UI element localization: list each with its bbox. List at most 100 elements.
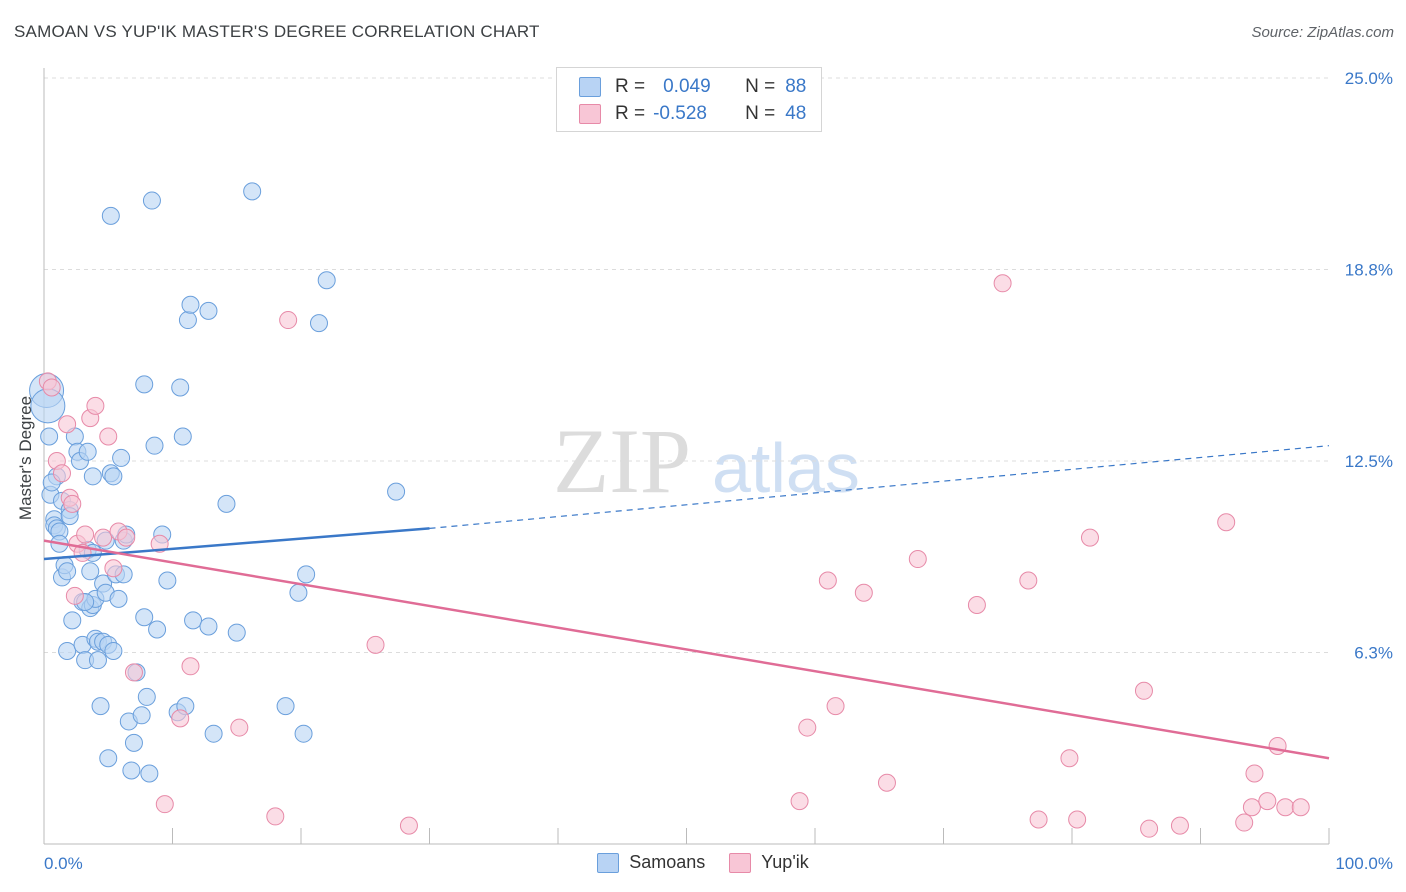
tick-labels: 6.3% 12.5% 18.8% 25.0% 0.0% 100.0%: [44, 69, 1393, 873]
yupik-point: [790, 792, 809, 811]
samoans-point: [171, 378, 190, 397]
watermark-atlas: atlas: [712, 429, 860, 507]
yupik-point: [1242, 798, 1261, 817]
legend-swatch-yupik: [579, 104, 601, 124]
samoans-point: [227, 623, 246, 642]
yupik-point: [1268, 736, 1287, 755]
y-tick-label: 25.0%: [1345, 69, 1393, 88]
samoans-point: [40, 427, 59, 446]
data-points: [29, 182, 1310, 838]
samoans-point: [101, 206, 120, 225]
axes: [43, 68, 1330, 845]
y-tick-label: 18.8%: [1345, 261, 1393, 280]
yupik-point: [155, 795, 174, 814]
yupik-point: [818, 571, 837, 590]
samoans-trend-projection: [429, 445, 1330, 530]
yupik-point: [366, 635, 385, 654]
legend-n-value: 88: [785, 76, 807, 97]
samoans-point: [289, 583, 308, 602]
samoans-point: [104, 467, 123, 486]
samoans-point: [158, 571, 177, 590]
yupik-point: [967, 596, 986, 615]
samoans-point: [99, 749, 118, 768]
samoans-point: [294, 724, 313, 743]
samoans-point: [317, 271, 336, 290]
yupik-point: [1276, 798, 1295, 817]
legend-n-value: 48: [785, 103, 807, 124]
yupik-point: [877, 773, 896, 792]
yupik-point: [1134, 681, 1153, 700]
samoans-point: [137, 687, 156, 706]
yupik-point: [230, 718, 249, 737]
samoans-point: [112, 448, 131, 467]
legend-item-samoans[interactable]: Samoans: [597, 852, 705, 873]
yupik-point: [798, 718, 817, 737]
samoans-point: [78, 442, 97, 461]
yupik-point: [1080, 528, 1099, 547]
samoans-point: [199, 617, 218, 636]
samoans-point: [142, 191, 161, 210]
yupik-point: [171, 709, 190, 728]
samoans-point: [148, 620, 167, 639]
yupik-point: [854, 583, 873, 602]
samoans-point: [91, 697, 110, 716]
legend-r-value: -0.528: [653, 103, 707, 124]
yupik-point: [99, 427, 118, 446]
samoans-point: [145, 436, 164, 455]
samoans-point: [297, 565, 316, 584]
samoans-point: [309, 314, 328, 333]
x-tick-label-end: 100.0%: [1335, 854, 1393, 873]
legend-label-samoans: Samoans: [629, 852, 706, 872]
trend-lines: [43, 445, 1330, 760]
x-tick-label-start: 0.0%: [44, 854, 83, 873]
samoans-point: [173, 427, 192, 446]
legend-swatch-samoans: [597, 852, 620, 873]
samoans-trend-line: [43, 527, 430, 561]
legend-swatch-samoans: [579, 77, 601, 97]
yupik-point: [124, 663, 143, 682]
yupik-point: [1019, 571, 1038, 590]
samoans-point: [88, 651, 107, 670]
yupik-point: [1217, 513, 1236, 532]
yupik-point: [65, 586, 84, 605]
samoans-point: [81, 562, 100, 581]
samoans-point: [217, 494, 236, 513]
yupik-point: [42, 378, 61, 397]
samoans-point: [178, 311, 197, 330]
samoans-point: [63, 611, 82, 630]
yupik-point: [279, 311, 298, 330]
yupik-point: [266, 807, 285, 826]
samoans-point: [132, 706, 151, 725]
legend-row-yupik: R = -0.528 N = 48: [579, 101, 806, 127]
yupik-point: [1245, 764, 1264, 783]
yupik-point: [1258, 792, 1277, 811]
legend-r-value: 0.049: [663, 76, 711, 97]
yupik-point: [63, 494, 82, 513]
yupik-point: [104, 559, 123, 578]
yupik-point: [908, 550, 927, 569]
samoans-point: [140, 764, 159, 783]
yupik-point: [1291, 798, 1310, 817]
legend-r-label: R =: [615, 76, 646, 97]
yupik-point: [94, 528, 113, 547]
yupik-trend-line: [43, 539, 1330, 760]
yupik-point: [76, 525, 95, 544]
chart-title: SAMOAN VS YUP'IK MASTER'S DEGREE CORRELA…: [14, 22, 540, 41]
legend-label-yupik: Yup'ik: [761, 852, 809, 872]
samoans-point: [58, 641, 77, 660]
yupik-point: [1029, 810, 1048, 829]
yupik-point: [150, 534, 169, 553]
samoans-point: [122, 761, 141, 780]
y-tick-label: 12.5%: [1345, 452, 1393, 471]
samoans-point: [58, 562, 77, 581]
legend-item-yupik[interactable]: Yup'ik: [729, 852, 809, 873]
yupik-point: [117, 528, 136, 547]
yupik-point: [58, 415, 77, 434]
legend-row-samoans: R = 0.049 N = 88: [579, 74, 806, 100]
samoans-point: [135, 375, 154, 394]
samoans-point: [204, 724, 223, 743]
series-legend: Samoans Yup'ik: [0, 852, 1406, 873]
samoans-point: [276, 697, 295, 716]
stats-legend: R = 0.049 N = 88 R = -0.528 N = 48: [556, 67, 822, 132]
yupik-point: [86, 396, 105, 415]
